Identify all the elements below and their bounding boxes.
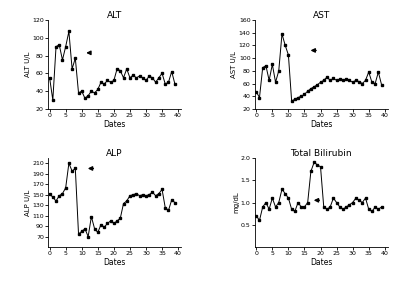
X-axis label: Dates: Dates xyxy=(310,258,332,267)
Title: AST: AST xyxy=(313,11,330,20)
Title: Total Bilirubin: Total Bilirubin xyxy=(290,149,352,158)
Y-axis label: mg/dL: mg/dL xyxy=(233,192,239,213)
Y-axis label: ALP U/L: ALP U/L xyxy=(25,189,31,216)
Y-axis label: AST U/L: AST U/L xyxy=(231,51,237,78)
Y-axis label: ALT U/L: ALT U/L xyxy=(25,52,31,77)
Title: ALP: ALP xyxy=(106,149,123,158)
X-axis label: Dates: Dates xyxy=(104,258,126,267)
Title: ALT: ALT xyxy=(107,11,122,20)
X-axis label: Dates: Dates xyxy=(104,120,126,129)
X-axis label: Dates: Dates xyxy=(310,120,332,129)
